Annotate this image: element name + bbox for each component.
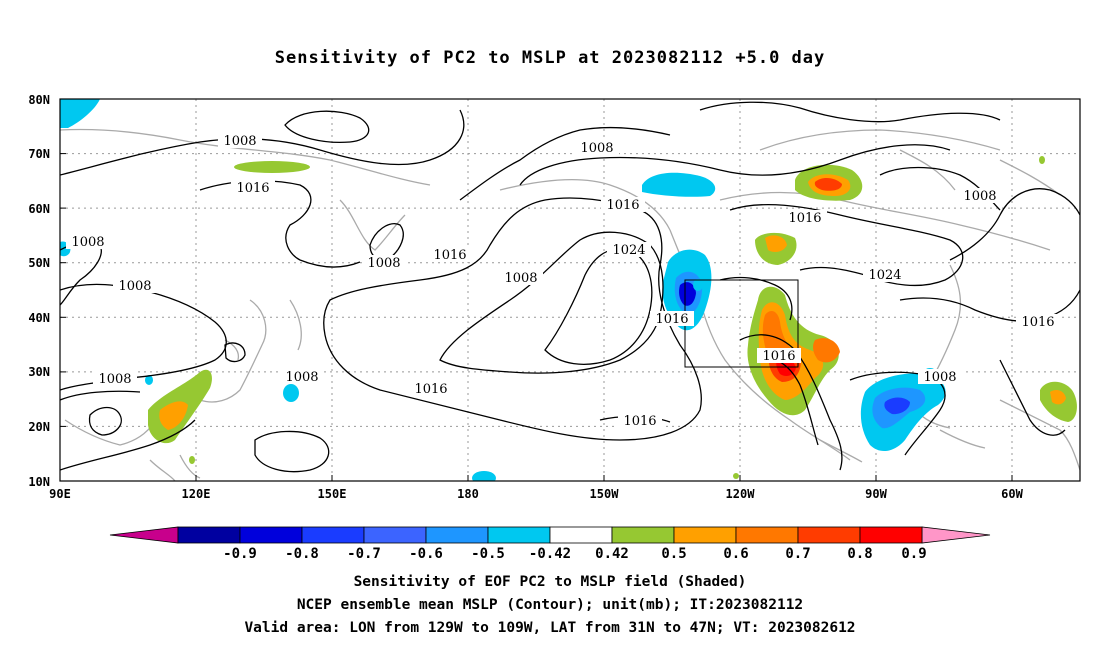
lat-label: 10N <box>28 475 50 489</box>
lon-label: 150W <box>590 487 620 501</box>
shade-cyan-bottom <box>472 471 496 481</box>
colorbar-label: -0.42 <box>529 546 571 562</box>
lat-label: 50N <box>28 256 50 270</box>
map-frame <box>59 98 1081 482</box>
shade-cyan-alaska <box>642 172 716 197</box>
contour-label: 1024 <box>612 243 645 258</box>
lat-label: 40N <box>28 311 50 325</box>
colorbar-label: -0.5 <box>471 546 505 562</box>
colorbar: -0.9 -0.8 -0.7 -0.6 -0.5 -0.42 0.42 0.5 0.6 0.7 0.… <box>109 526 991 562</box>
contour-label: 1016 <box>788 211 821 226</box>
lat-label: 20N <box>28 420 50 434</box>
colorbar-swatch <box>673 526 737 544</box>
colorbar-label: 0.8 <box>847 546 872 562</box>
contour-label: 1008 <box>367 256 400 271</box>
longitude-labels: 90E 120E 150E 180 150W 120W 90W 60W <box>49 487 1023 501</box>
colorbar-swatch <box>859 526 923 544</box>
lon-label: 90W <box>865 487 887 501</box>
shade-cyan-small-2 <box>145 375 153 385</box>
colorbar-label: 0.5 <box>661 546 686 562</box>
contour-label: 1016 <box>655 312 688 327</box>
colorbar-label: -0.8 <box>285 546 319 562</box>
contour-label: 1008 <box>71 235 104 250</box>
colorbar-label: -0.9 <box>223 546 257 562</box>
lon-label: 120W <box>726 487 756 501</box>
contour-label: 1016 <box>236 181 269 196</box>
contour-labels: 1008 1016 1008 1008 1008 1008 1016 1008 … <box>66 133 1060 429</box>
lon-label: 60W <box>1001 487 1023 501</box>
lon-label: 120E <box>182 487 211 501</box>
lat-label: 60N <box>28 202 50 216</box>
colorbar-swatch <box>239 526 303 544</box>
contour-label: 1016 <box>762 349 795 364</box>
contour-label: 1016 <box>414 382 447 397</box>
contour-label: 1008 <box>98 372 131 387</box>
colorbar-swatch <box>487 526 551 544</box>
shade-orange-atlantic <box>1050 390 1066 405</box>
shade-darkblue-westcoast <box>679 282 696 306</box>
lat-label: 80N <box>28 93 50 107</box>
shade-green-north-pacific <box>234 161 310 173</box>
contour-label: 1016 <box>606 198 639 213</box>
lon-label: 90E <box>49 487 71 501</box>
contour-label: 1008 <box>285 370 318 385</box>
shade-cyan-westcoast-2 <box>693 279 703 291</box>
shade-red-hudson <box>814 178 842 191</box>
shade-orange-scs <box>159 401 188 430</box>
colorbar-swatch <box>797 526 861 544</box>
shade-orange-rockies <box>765 235 787 253</box>
shade-cyan-small-1 <box>283 384 299 402</box>
map-title: Sensitivity of PC2 to MSLP at 2023082112… <box>274 48 826 68</box>
colorbar-label: -0.7 <box>347 546 381 562</box>
contour-label: 1008 <box>504 271 537 286</box>
shade-green-small-3 <box>733 473 739 479</box>
contour-label: 1008 <box>580 141 613 156</box>
tick-marks <box>60 98 1013 481</box>
lon-label: 150E <box>318 487 347 501</box>
gridlines <box>60 99 1080 481</box>
contour-label: 1008 <box>118 279 151 294</box>
colorbar-swatch <box>549 526 613 544</box>
shade-green-small-2 <box>1039 156 1045 164</box>
contour-label: 1016 <box>1021 315 1054 330</box>
colorbar-label: 0.42 <box>595 546 629 562</box>
lat-label: 70N <box>28 147 50 161</box>
colorbar-under-arrow <box>109 526 179 544</box>
colorbar-swatch <box>301 526 365 544</box>
contour-label: 1024 <box>868 268 901 283</box>
caption-line-3: Valid area: LON from 129W to 109W, LAT f… <box>244 620 856 636</box>
colorbar-over-arrow <box>921 526 991 544</box>
caption-line-1: Sensitivity of EOF PC2 to MSLP field (Sh… <box>353 574 747 590</box>
colorbar-label: -0.6 <box>409 546 443 562</box>
shade-orange-gulf <box>813 338 840 363</box>
colorbar-swatch <box>177 526 241 544</box>
latitude-labels: 80N 70N 60N 50N 40N 30N 20N 10N <box>28 93 50 489</box>
contour-label: 1016 <box>433 248 466 263</box>
map-frame-bg <box>60 99 1080 481</box>
contour-label: 1008 <box>963 189 996 204</box>
colorbar-label: 0.9 <box>901 546 926 562</box>
colorbar-swatch <box>611 526 675 544</box>
colorbar-swatch <box>425 526 489 544</box>
mslp-contours <box>60 101 1080 473</box>
colorbar-label: 0.6 <box>723 546 748 562</box>
contour-label: 1008 <box>923 370 956 385</box>
shade-darkblue-caribbean <box>884 397 910 415</box>
contour-label: 1008 <box>223 134 256 149</box>
colorbar-swatch <box>363 526 427 544</box>
caption-line-2: NCEP ensemble mean MSLP (Contour); unit(… <box>296 597 804 613</box>
colorbar-swatch <box>735 526 799 544</box>
lat-label: 30N <box>28 365 50 379</box>
shade-green-small <box>189 456 195 464</box>
contour-label: 1016 <box>623 414 656 429</box>
colorbar-label: 0.7 <box>785 546 810 562</box>
shade-cyan-topleft <box>60 99 100 128</box>
lon-label: 180 <box>457 487 479 501</box>
